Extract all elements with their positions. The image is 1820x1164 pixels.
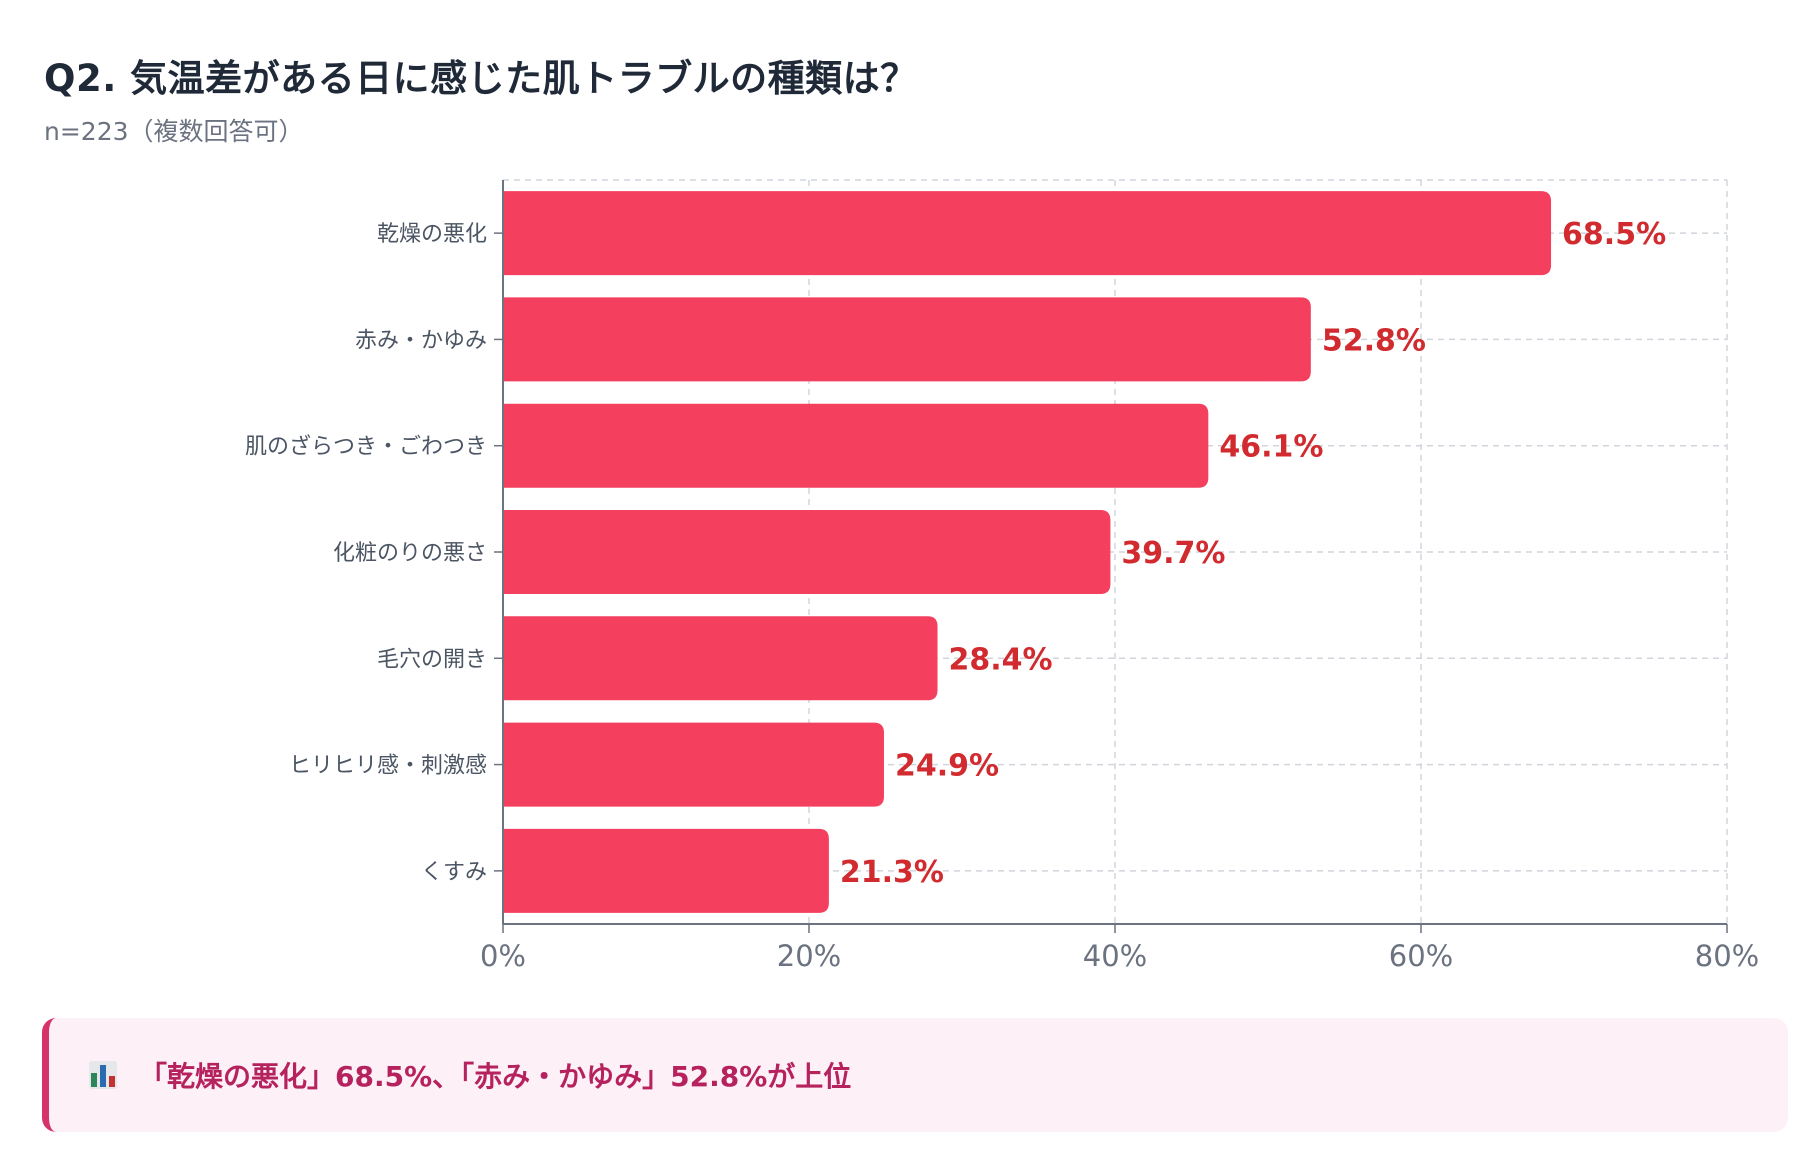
category-label: ヒリヒリ感・刺激感 — [289, 754, 487, 779]
chart-title: Q2. 気温差がある日に感じた肌トラブルの種類は？ — [44, 57, 918, 100]
chart-subtitle: n=223（複数回答可） — [44, 117, 304, 146]
bar-chart-icon — [89, 1061, 117, 1089]
bar — [503, 722, 884, 807]
x-tick-label: 80% — [1695, 939, 1759, 973]
x-tick-label: 60% — [1389, 939, 1453, 973]
bar — [503, 510, 1111, 594]
category-label: 乾燥の悪化 — [377, 222, 487, 247]
category-label: くすみ — [421, 860, 487, 885]
value-label: 46.1% — [1219, 430, 1323, 465]
x-tick-label: 20% — [777, 939, 841, 973]
summary-callout: 「乾燥の悪化」68.5%、「赤み・かゆみ」52.8%が上位 — [42, 1018, 1788, 1132]
bar — [503, 403, 1209, 488]
category-label: 毛穴の開き — [377, 647, 487, 672]
category-label: 赤み・かゆみ — [355, 328, 487, 353]
category-label: 肌のざらつき・ごわつき — [245, 434, 487, 460]
value-label: 52.8% — [1322, 323, 1426, 358]
bar-chart: 68.5% 乾燥の悪化 52.8% 赤み・かゆみ 46.1% 肌のざらつき・ごわつき 39.… — [245, 179, 1759, 973]
category-label: 化粧のりの悪さ — [333, 541, 487, 566]
bar — [503, 297, 1311, 382]
bars — [503, 191, 1552, 913]
value-label: 28.4% — [949, 642, 1053, 677]
x-tick-label: 40% — [1083, 939, 1147, 973]
value-label: 21.3% — [840, 855, 944, 890]
bar — [503, 828, 829, 913]
summary-text: 「乾燥の悪化」68.5%、「赤み・かゆみ」52.8%が上位 — [139, 1060, 852, 1093]
bar — [503, 191, 1552, 276]
axes — [494, 180, 1728, 933]
x-tick-label: 0% — [480, 939, 526, 973]
value-label: 39.7% — [1121, 536, 1225, 571]
value-label: 24.9% — [895, 749, 999, 784]
value-label: 68.5% — [1562, 217, 1666, 252]
labels: 68.5% 乾燥の悪化 52.8% 赤み・かゆみ 46.1% 肌のざらつき・ごわつき 39.… — [245, 217, 1759, 973]
bar — [503, 616, 938, 701]
